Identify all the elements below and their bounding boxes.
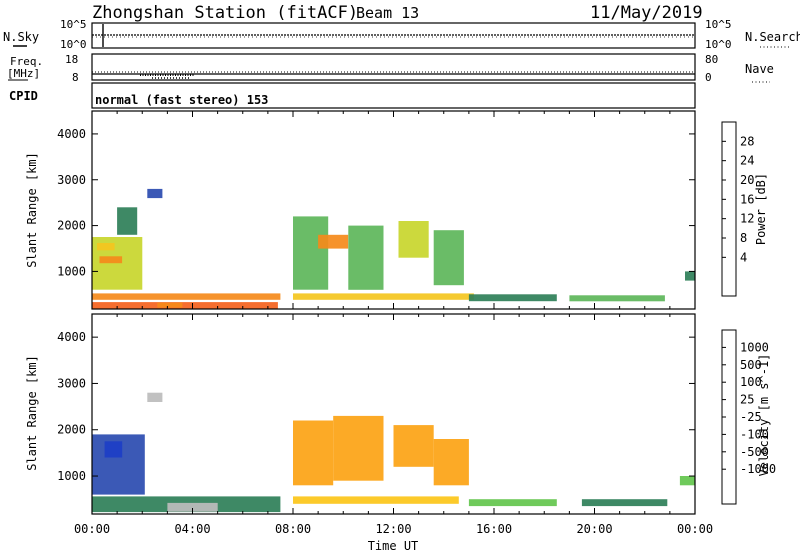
- velocity-cell-11: [581, 499, 668, 507]
- colorbar-tick-label: 24: [740, 154, 754, 168]
- x-tick-label: 20:00: [576, 522, 612, 536]
- velocity-cell-8: [393, 425, 434, 467]
- y-tick-label: 3000: [57, 173, 86, 187]
- colorbar-tick-label: -100: [740, 427, 769, 441]
- colorbar-tick-label: -500: [740, 445, 769, 459]
- nsky-label: N.Sky: [3, 30, 39, 44]
- freq-panel: Freq. [MHz] 18 8 80 0 Nave: [7, 53, 774, 84]
- colorbar-tick-label: 100: [740, 375, 762, 389]
- station-title: Zhongshan Station (fitACF): [92, 3, 358, 23]
- power-cell-12: [398, 221, 429, 258]
- nave-tick-bottom: 0: [705, 71, 712, 84]
- power-cell-4: [99, 256, 123, 264]
- x-tick-label: 00:00: [677, 522, 713, 536]
- power-ylabel: Slant Range [km]: [25, 152, 39, 268]
- velocity-ylabel: Slant Range [km]: [25, 355, 39, 471]
- colorbar-tick-label: 8: [740, 231, 747, 245]
- nave-label: Nave: [745, 62, 774, 76]
- y-tick-label: 2000: [57, 423, 86, 437]
- power-panel: 1000 2000 3000 4000 Slant Range [km]: [25, 110, 696, 310]
- colorbar-tick-label: -1000: [740, 462, 776, 476]
- x-tick-label: 08:00: [275, 522, 311, 536]
- y-tick-label: 1000: [57, 264, 86, 278]
- velocity-axes: 1000 2000 3000 4000 00:00 04:00 08:00 12:00 16:0…: [57, 314, 713, 536]
- power-colorbar-label: Power [dB]: [754, 173, 768, 245]
- velocity-panel: 1000 2000 3000 4000 00:00 04:00 08:00 12:00 16:0…: [25, 313, 713, 553]
- nsearch-tick-top: 10^5: [705, 18, 732, 31]
- nsky-panel: N.Sky 10^5 10^0 10^5 10^0 N.Search: [3, 18, 800, 51]
- x-tick-label: 12:00: [375, 522, 411, 536]
- nsearch-tick-bottom: 10^0: [705, 38, 732, 51]
- power-cell-8: [293, 293, 474, 300]
- velocity-colorbar-label: Velocity [m s^-1]: [757, 354, 771, 477]
- velocity-cell-12: [679, 476, 695, 486]
- x-tick-label: 04:00: [174, 522, 210, 536]
- colorbar-tick-label: 1000: [740, 340, 769, 354]
- velocity-cells: [92, 392, 695, 513]
- power-cell-6: [147, 188, 163, 199]
- power-axes: 1000 2000 3000 4000: [57, 111, 696, 309]
- power-cell-1: [157, 302, 183, 308]
- colorbar-tick-label: 16: [740, 192, 754, 206]
- velocity-cell-9: [433, 439, 469, 486]
- colorbar-tick-label: 12: [740, 212, 754, 226]
- power-cell-7: [117, 207, 138, 235]
- colorbar-tick-label: 28: [740, 134, 754, 148]
- power-colorbar: 28 24 20 16 12 8 4 Power [dB]: [721, 121, 768, 297]
- y-tick-label: 2000: [57, 219, 86, 233]
- freq-tick-bottom: 8: [72, 71, 79, 84]
- x-tick-label: 00:00: [74, 522, 110, 536]
- velocity-colorbar: 1000 500 100 25 -25 -100 -500 -1000 Velocity [m…: [721, 329, 776, 505]
- velocity-cell-2: [167, 502, 218, 512]
- velocity-cell-10: [468, 499, 557, 507]
- power-cell-0: [92, 302, 278, 309]
- freq-tick-top: 18: [65, 53, 78, 66]
- nsky-tick-top: 10^5: [60, 18, 87, 31]
- power-cell-15: [569, 295, 665, 302]
- cpid-value: normal (fast stereo) 153: [95, 93, 268, 107]
- velocity-cell-7: [333, 415, 384, 481]
- velocity-cell-3: [147, 392, 163, 402]
- colorbar-tick-label: 4: [740, 250, 747, 264]
- colorbar-tick-label: 500: [740, 358, 762, 372]
- freq-label: Freq.: [10, 55, 43, 68]
- time-axis-label: Time UT: [368, 539, 419, 553]
- nave-tick-top: 80: [705, 53, 718, 66]
- velocity-cell-4: [104, 441, 123, 458]
- date-label: 11/May/2019: [590, 3, 703, 23]
- y-tick-label: 3000: [57, 376, 86, 390]
- power-cell-13: [433, 230, 464, 286]
- nsearch-label: N.Search: [745, 30, 800, 44]
- cpid-panel: CPID normal (fast stereo) 153: [9, 82, 696, 109]
- velocity-cell-6: [293, 420, 334, 486]
- nsky-tick-bottom: 10^0: [60, 38, 87, 51]
- colorbar-tick-label: -25: [740, 410, 762, 424]
- cpid-label: CPID: [9, 89, 38, 103]
- power-cell-14: [468, 294, 557, 302]
- colorbar-tick-label: 20: [740, 173, 754, 187]
- beam-label: Beam 13: [356, 4, 419, 22]
- power-cell-9: [293, 216, 329, 290]
- velocity-cell-5: [293, 496, 459, 504]
- y-tick-label: 4000: [57, 127, 86, 141]
- power-cell-5: [97, 243, 115, 251]
- power-cell-2: [92, 293, 281, 300]
- y-tick-label: 4000: [57, 330, 86, 344]
- freq-unit-label: [MHz]: [7, 67, 40, 80]
- y-tick-label: 1000: [57, 469, 86, 483]
- power-cell-10: [318, 234, 349, 249]
- x-tick-label: 16:00: [476, 522, 512, 536]
- colorbar-tick-label: 25: [740, 393, 754, 407]
- power-cell-11: [348, 225, 384, 290]
- power-cell-16: [685, 271, 695, 281]
- power-cells: [92, 188, 695, 309]
